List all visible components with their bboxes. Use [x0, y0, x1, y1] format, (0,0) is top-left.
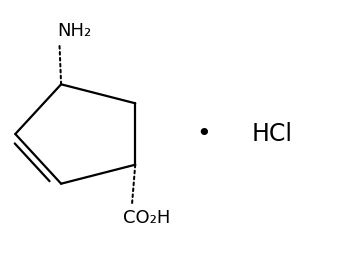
Text: CO₂H: CO₂H — [123, 209, 171, 227]
Text: •: • — [197, 122, 211, 146]
Text: NH₂: NH₂ — [57, 22, 92, 40]
Text: HCl: HCl — [252, 122, 292, 146]
